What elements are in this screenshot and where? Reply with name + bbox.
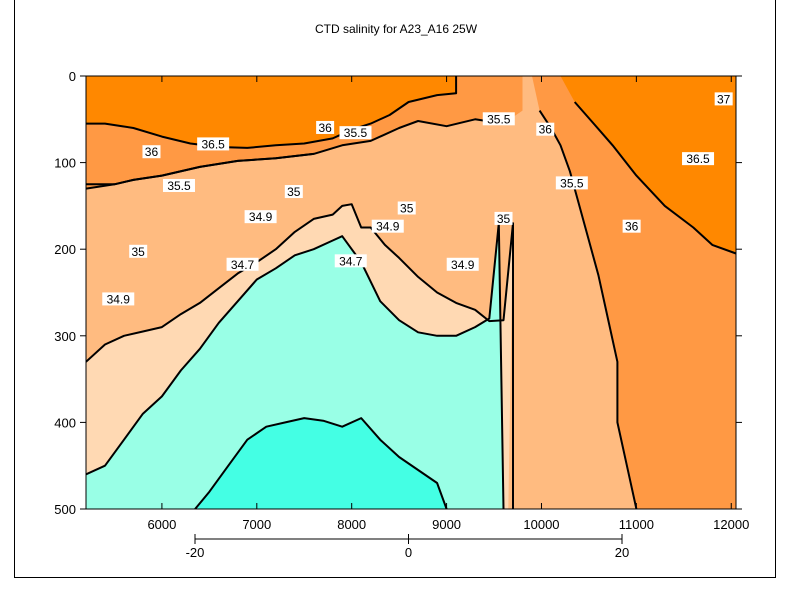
contour-label-1: 35.5 <box>487 112 511 126</box>
contour-label-9: 35.5 <box>560 176 584 190</box>
contour-label-bg-6 <box>142 145 161 159</box>
contour-label-bg-16 <box>129 244 148 258</box>
band-above-36.5-right <box>560 76 736 254</box>
contour-label-6: 36 <box>145 145 159 159</box>
contour-label-bg-1 <box>482 112 515 126</box>
contour-label-11: 35 <box>400 201 414 215</box>
contour-label-8: 35.5 <box>167 179 191 193</box>
contour-label-bg-9 <box>555 176 588 190</box>
chart-title: CTD salinity for A23_A16 25W <box>314 22 478 36</box>
plot-area <box>86 76 736 509</box>
secondary-x-tick-label-0: -20 <box>186 545 205 560</box>
contour-label-bg-0 <box>714 92 733 106</box>
contour-line-5 <box>86 203 514 509</box>
contour-label-bg-3 <box>316 120 335 134</box>
y-tick-label-2: 200 <box>54 242 76 257</box>
contour-label-bg-12 <box>494 211 513 225</box>
contour-label-15: 36 <box>625 220 639 234</box>
contour-label-7: 36.5 <box>686 152 710 166</box>
contour-label-bg-11 <box>397 201 416 215</box>
contour-label-bg-20 <box>102 292 135 306</box>
band-34.7-34.9 <box>195 418 447 509</box>
contour-label-bg-15 <box>622 219 641 233</box>
plot-border <box>85 75 737 510</box>
contour-label-16: 35 <box>132 245 146 259</box>
contour-label-14: 34.9 <box>376 220 400 234</box>
x-tick-label-2: 8000 <box>337 517 366 532</box>
y-tick-label-3: 300 <box>54 329 76 344</box>
contour-line-4 <box>573 101 736 255</box>
contour-label-bg-10 <box>284 185 303 199</box>
contour-label-bg-17 <box>334 254 367 268</box>
contour-label-bg-8 <box>162 178 195 192</box>
contour-label-12: 35 <box>497 212 511 226</box>
band-34.9-35 <box>86 223 504 509</box>
contour-label-0: 37 <box>717 92 731 106</box>
contour-label-3: 36 <box>318 121 332 135</box>
x-tick-label-1: 7000 <box>242 517 271 532</box>
x-tick-label-5: 11000 <box>619 517 654 532</box>
contour-label-bg-19 <box>446 257 479 271</box>
contour-label-2: 36 <box>539 123 553 137</box>
contour-label-bg-5 <box>197 137 230 151</box>
contour-label-13: 34.9 <box>249 210 273 224</box>
contour-label-18: 34.7 <box>231 258 255 272</box>
contour-label-17: 34.7 <box>339 254 363 268</box>
contour-label-bg-13 <box>244 210 277 224</box>
y-tick-label-1: 100 <box>54 156 76 171</box>
y-tick-label-5: 500 <box>54 502 76 517</box>
contour-label-20: 34.9 <box>107 292 131 306</box>
contour-label-bg-7 <box>682 152 715 166</box>
secondary-x-tick-label-2: 20 <box>615 545 629 560</box>
y-tick-label-0: 0 <box>69 69 76 84</box>
contour-label-bg-18 <box>226 257 259 271</box>
contour-line-7 <box>194 417 448 509</box>
x-tick-label-4: 10000 <box>523 517 559 532</box>
contour-label-5: 36.5 <box>201 137 225 151</box>
secondary-x-tick-label-1: 0 <box>405 545 412 560</box>
contour-label-4: 35.5 <box>344 126 368 140</box>
contour-label-bg-14 <box>371 219 404 233</box>
contour-label-19: 34.9 <box>451 258 475 272</box>
x-tick-label-3: 9000 <box>432 517 461 532</box>
contour-line-1 <box>86 118 504 186</box>
contour-label-bg-4 <box>339 126 372 140</box>
contour-line-2 <box>86 76 458 149</box>
x-tick-label-0: 6000 <box>147 517 176 532</box>
contour-label-10: 35 <box>287 185 301 199</box>
contour-label-bg-2 <box>536 122 555 136</box>
y-tick-label-4: 400 <box>54 415 76 430</box>
band-above-36.5-left <box>86 76 457 148</box>
x-tick-label-6: 12000 <box>713 517 749 532</box>
figure-frame <box>14 0 776 578</box>
contour-line-6 <box>86 222 505 509</box>
contour-line-3 <box>538 110 638 509</box>
